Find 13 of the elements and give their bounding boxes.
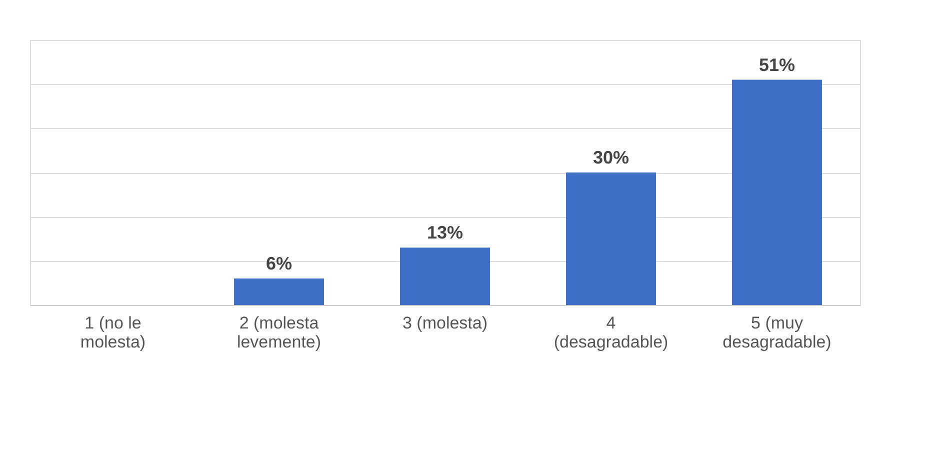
data-label: 13% [426,222,464,243]
bar [400,248,490,305]
bar [566,172,656,305]
x-tick-label: 4 (desagradable) [554,314,668,352]
x-tick-label: 5 (muy desagradable) [722,314,832,352]
data-label: 51% [758,54,796,75]
x-tick-label: 1 (no le molesta) [80,314,146,352]
x-tick-label: 2 (molesta levemente) [236,314,322,352]
bar [732,80,822,305]
data-label: 6% [266,254,292,274]
bar [234,278,324,305]
x-tick-label: 3 (molesta) [402,314,488,332]
data-label: 30% [592,148,630,168]
